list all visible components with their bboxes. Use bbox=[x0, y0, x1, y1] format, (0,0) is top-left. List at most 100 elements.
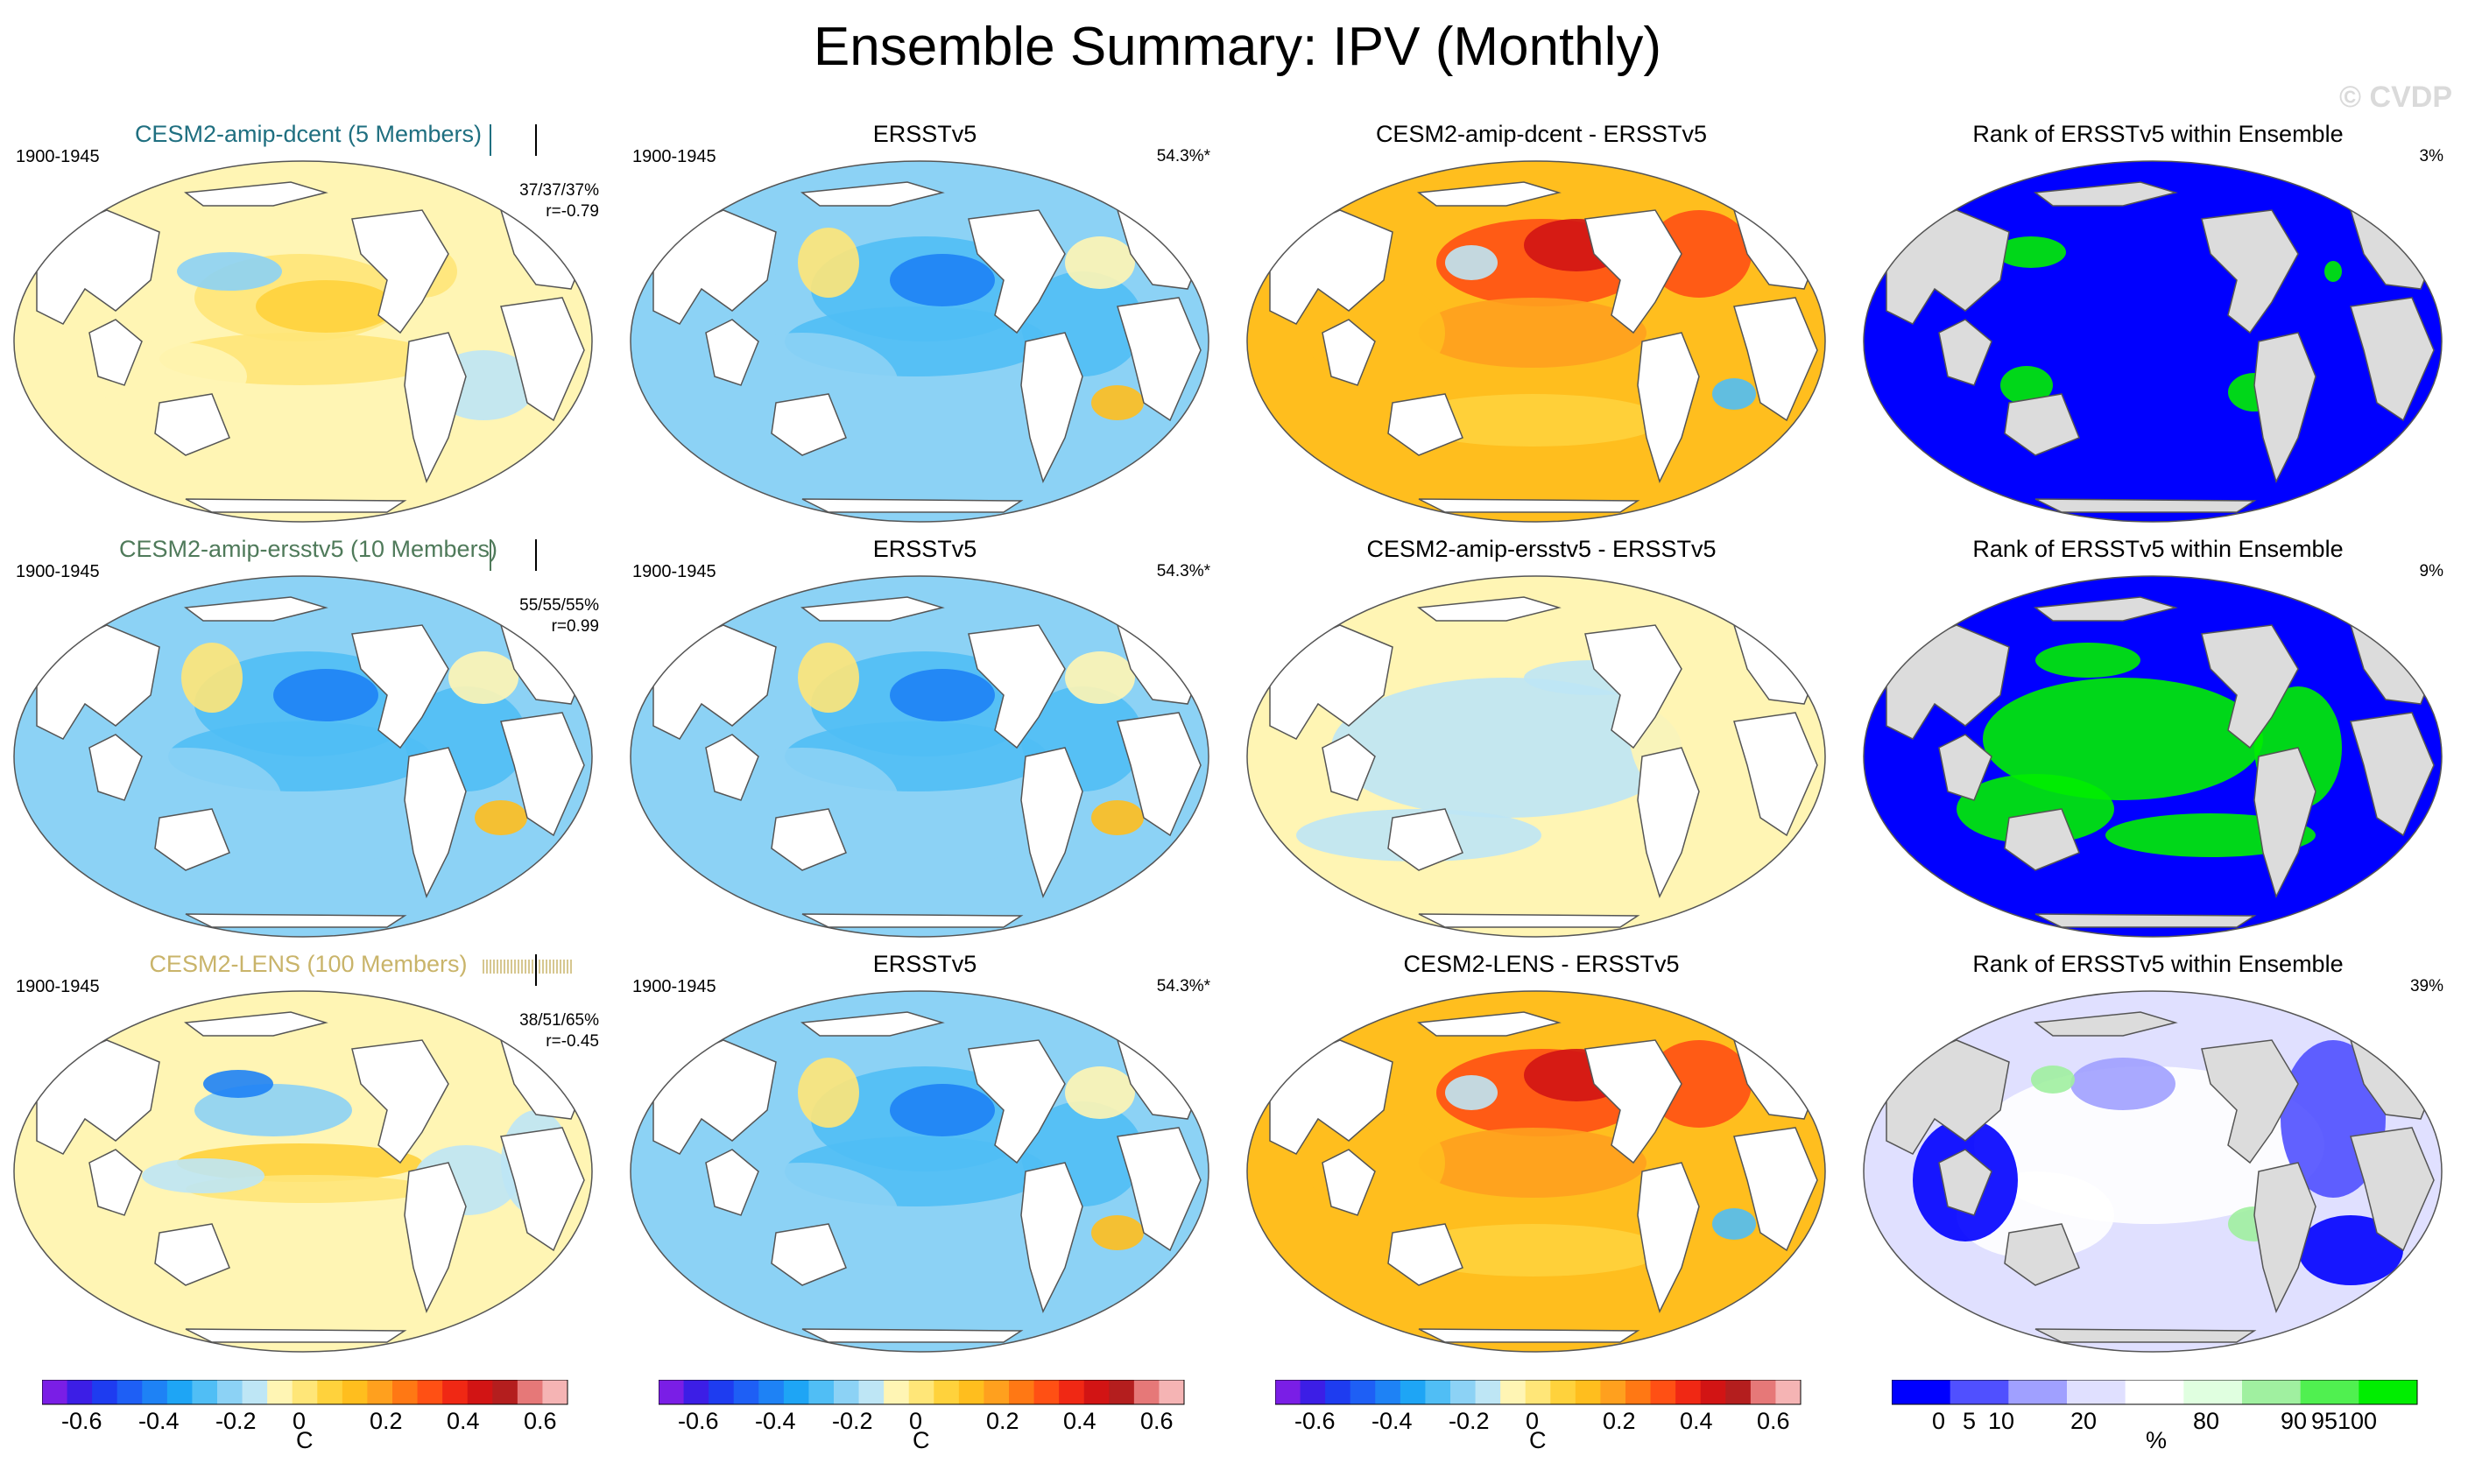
continent-outline bbox=[36, 624, 160, 740]
colorbar-swatch bbox=[1575, 1380, 1601, 1404]
colorbar-swatch bbox=[1675, 1380, 1702, 1404]
continent-outline bbox=[1637, 1162, 1700, 1314]
continent-outline bbox=[1886, 209, 2010, 325]
colorbar-swatch bbox=[1400, 1380, 1426, 1404]
continent-outline bbox=[1637, 332, 1700, 484]
continent-outline bbox=[1387, 393, 1463, 456]
colorbar-swatch bbox=[1700, 1380, 1726, 1404]
anomaly-contour bbox=[2035, 643, 2140, 678]
colorbar-tick-label: 0.6 bbox=[1757, 1408, 1790, 1434]
map-border bbox=[1863, 160, 2443, 523]
anomaly-contour bbox=[1401, 1224, 1664, 1277]
percent-label: 3% bbox=[2419, 147, 2443, 165]
continent-outline bbox=[1733, 712, 1818, 837]
colorbar-tick-label: 0.4 bbox=[1680, 1408, 1713, 1434]
colorbar-tick-label: -0.2 bbox=[832, 1408, 873, 1434]
robinson-map bbox=[1246, 575, 1826, 938]
colorbar-swatch bbox=[1950, 1380, 2009, 1404]
continent-outline bbox=[2201, 209, 2299, 334]
continent-outline bbox=[1418, 913, 1640, 928]
anomaly-contour bbox=[1091, 800, 1144, 835]
continent-outline bbox=[500, 1127, 585, 1252]
continent-outline bbox=[1417, 181, 1562, 207]
map-panel: ERSSTv5 1900-1945 54.3%* bbox=[627, 536, 1223, 947]
map-border bbox=[1863, 990, 2443, 1353]
colorbar-swatch bbox=[267, 1380, 293, 1404]
continent-outline bbox=[184, 596, 328, 622]
colorbar-swatch bbox=[808, 1380, 835, 1404]
colorbar-swatch bbox=[1425, 1380, 1451, 1404]
colorbar-tick-label: 0.6 bbox=[524, 1408, 557, 1434]
map-border bbox=[1863, 575, 2443, 938]
colorbar-tick-label: -0.4 bbox=[138, 1408, 180, 1434]
colorbar-swatches bbox=[41, 1379, 568, 1405]
colorbar-swatch bbox=[858, 1380, 885, 1404]
anomaly-contour bbox=[1646, 1040, 1752, 1128]
colorbar-swatch bbox=[317, 1380, 343, 1404]
continent-outline bbox=[1387, 808, 1463, 871]
period-label: 1900-1945 bbox=[16, 977, 100, 996]
colorbar-swatch bbox=[2067, 1380, 2126, 1404]
continent-outline bbox=[2201, 624, 2299, 749]
colorbar-swatch bbox=[1325, 1380, 1351, 1404]
anomaly-contour bbox=[1091, 1215, 1144, 1250]
page-title: Ensemble Summary: IPV (Monthly) bbox=[813, 17, 1662, 77]
colorbar-swatch bbox=[492, 1380, 518, 1404]
continent-outline bbox=[1418, 498, 1640, 513]
anomaly-contour bbox=[177, 252, 282, 291]
robinson-map bbox=[13, 160, 593, 523]
percent-label: 9% bbox=[2419, 562, 2443, 580]
colorbar-swatch bbox=[217, 1380, 243, 1404]
continent-outline bbox=[801, 498, 1024, 513]
continent-outline bbox=[801, 913, 1024, 928]
colorbar-swatches bbox=[1891, 1379, 2418, 1405]
map-panel: CESM2-LENS - ERSSTv5 bbox=[1244, 951, 1839, 1362]
colorbar-swatch bbox=[1109, 1380, 1135, 1404]
colorbar-swatch bbox=[1159, 1380, 1185, 1404]
continent-outline bbox=[351, 209, 449, 334]
colorbar-tick-label: 100 bbox=[2338, 1408, 2378, 1434]
colorbar-tick-label: 80 bbox=[2193, 1408, 2220, 1434]
continent-outline bbox=[1417, 1011, 1562, 1037]
continent-outline bbox=[652, 624, 777, 740]
anomaly-contour bbox=[1445, 1075, 1498, 1110]
percent-label: 54.3%* bbox=[1156, 147, 1210, 165]
continent-outline bbox=[1269, 1039, 1393, 1155]
continent-outline bbox=[1733, 297, 1818, 422]
continent-outline bbox=[1417, 596, 1562, 622]
panel-title: CESM2-amip-dcent (5 Members) bbox=[134, 121, 483, 147]
continent-outline bbox=[705, 319, 759, 386]
colorbar-swatch bbox=[1275, 1380, 1301, 1404]
map-border bbox=[1246, 990, 1826, 1353]
map-panel: ERSSTv5 1900-1945 54.3%* bbox=[627, 121, 1223, 532]
colorbar-swatch bbox=[984, 1380, 1010, 1404]
colorbar-swatch bbox=[2242, 1380, 2302, 1404]
anomaly-contour bbox=[811, 1224, 1056, 1277]
map-panel: CESM2-LENS (100 Members) 1900-1945 38/51/6… bbox=[11, 951, 606, 1362]
continent-outline bbox=[1886, 624, 2010, 740]
anomaly-contour bbox=[890, 254, 995, 306]
member-tick-strip bbox=[483, 954, 572, 986]
member-tick-strip bbox=[490, 124, 537, 156]
colorbar-swatch bbox=[442, 1380, 469, 1404]
map-border bbox=[630, 990, 1209, 1353]
colorbar-tick-label: 0.4 bbox=[447, 1408, 480, 1434]
colorbar-swatch bbox=[1625, 1380, 1652, 1404]
anomaly-contour bbox=[1419, 1128, 1646, 1198]
colorbar-swatch bbox=[1725, 1380, 1752, 1404]
robinson-map bbox=[13, 990, 593, 1353]
continent-outline bbox=[771, 1223, 847, 1286]
continent-outline bbox=[154, 808, 230, 871]
anomaly-contour bbox=[1445, 245, 1498, 280]
continent-outline bbox=[351, 1039, 449, 1164]
colorbar-swatch bbox=[1033, 1380, 1060, 1404]
continent-outline bbox=[36, 1039, 160, 1155]
colorbar-swatch bbox=[1600, 1380, 1626, 1404]
colorbar-swatch bbox=[1550, 1380, 1576, 1404]
panel-title: CESM2-amip-dcent - ERSSTv5 bbox=[1375, 121, 1708, 147]
panel-title: ERSSTv5 bbox=[872, 536, 977, 562]
continent-outline bbox=[1938, 1149, 1992, 1216]
robinson-map bbox=[13, 575, 593, 938]
panel-title: Rank of ERSSTv5 within Ensemble bbox=[1972, 951, 2344, 977]
